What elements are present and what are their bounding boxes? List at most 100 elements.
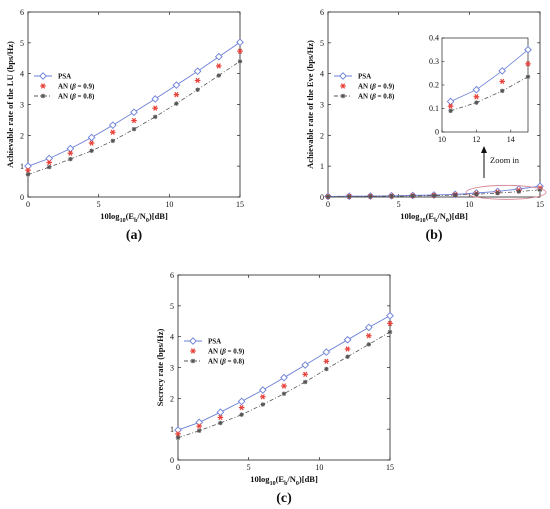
panel-a-ytick-label-3: 3 [20,101,24,110]
panel-a-series-0-point-7 [172,81,181,89]
panel-a-series-2-point-10 [237,59,243,64]
panel-a-series-2-point-5 [131,126,137,132]
panel-c-ytick-label-2: 2 [170,394,174,403]
panel-c-legend-marker-2 [190,358,196,364]
panel-a-series-2-point-3 [89,148,94,153]
panel-a-series-1-point-2 [67,150,74,156]
panel-b-ytick-label-4: 4 [320,70,324,79]
panel-c-series-0-point-7 [322,348,331,356]
panel-c-ytick-label-4: 4 [170,333,174,342]
panel-a-series-0-point-6 [151,95,160,103]
panel-b-legend-label-0: PSA [358,73,371,81]
panel-b-legend-label-1: AN (β = 0.9) [358,83,395,91]
panel-c-xtick-label-2: 10 [315,463,323,472]
panel-b-inset-xtick-label-2: 14 [507,135,515,144]
panel-a-series-2-point-6 [153,114,158,120]
panel-c-series-1-point-3 [238,404,245,411]
panel-c-series-0-point-4 [258,386,267,394]
panel-b-legend-label-2: AN (β = 0.8) [358,93,395,101]
panel-a-ylabel: Achievable rate of the LU (bps/Hz) [5,41,15,168]
panel-a-series-1-point-0 [25,167,31,173]
panel-a-series-1-point-3 [88,140,95,146]
panel-a-series-2-point-2 [68,156,73,162]
panel-b-inset-series-1-point-0 [447,103,454,109]
panel-b-legend: PSA AN (β = 0.9) AN (β = 0.8) [334,72,395,101]
panel-a-series-0-point-1 [45,154,54,163]
panel-b-zoom-ellipse [465,184,547,200]
panel-c-series-2-point-5 [281,391,287,396]
panel-b-series-2-point-2 [368,194,373,199]
panel-a-series-1-point-9 [216,63,222,69]
panel-a-series-2-point-4 [110,138,115,144]
panel-a-series-2-line [27,60,241,175]
panel-c-xtick-label-1: 5 [247,463,251,472]
panel-a-series-1-point-8 [194,77,201,84]
panel-a-series-2-point-7 [174,101,179,106]
panel-a-series-1-point-5 [131,117,137,124]
panel-c-series-0-point-9 [364,323,373,332]
panel-a-legend-label-0: PSA [58,73,71,81]
panel-a-xlabel: 10log10(Eb/N0)[dB] [100,211,168,224]
panel-c-series-1-point-4 [260,394,266,400]
panel-a-series-2-point-0 [25,172,31,177]
panel-b-inset-series-2-point-3 [525,74,531,79]
panel-b-series-2-point-5 [431,193,437,198]
panel-b-inset-xtick-label-0: 10 [438,135,446,144]
panel-a-series-0-point-5 [130,108,138,117]
panel-c-legend-label-2: AN (β = 0.8) [208,358,245,366]
panel-b-zoom-arrowhead [481,146,487,153]
panel-b-inset-series-1-point-1 [473,94,480,100]
panel-a-series-2-point-1 [47,164,52,170]
panel-a-xtick-label-3: 15 [236,200,244,209]
panel-a-legend-marker-0 [39,72,47,80]
panel-c-series-2-point-9 [366,342,371,347]
panel-c-series-0-point-3 [237,397,246,406]
panel-b-inset-ytick-label-1: 0.1 [429,104,439,113]
panel-a-series-0-point-3 [87,133,96,142]
panel-c-series-0-point-8 [343,335,352,344]
panel-c-frame [177,274,391,461]
panel-c-xtick-label-3: 15 [386,463,394,472]
panel-b-inset-series-1-point-2 [499,78,505,85]
panel-b-inset-frame [441,37,529,133]
panel-a-series-2-point-8 [195,87,200,92]
panel-c-series-0-point-0 [174,426,182,434]
panel-c-series-1-point-10 [387,320,393,327]
panel-b-inset-series-2-point-1 [474,100,479,105]
panel-a-series-1-point-1 [46,159,52,166]
panel-b-inset-series-0-point-0 [446,97,455,106]
panel-a-legend-marker-2 [40,93,46,99]
panel-c-series-1-point-1 [196,423,202,429]
panel-b-series-2-point-4 [410,193,415,199]
panel-a-xtick-label-2: 10 [165,200,173,209]
panel-b-inset-series-0-line [450,49,529,102]
panel-a-ytick-label-2: 2 [20,131,24,140]
panel-b-inset-series-2-point-2 [500,88,505,94]
panel-c-legend: PSA AN (β = 0.9) AN (β = 0.8) [184,337,245,366]
panel-b-xtick-label-2: 10 [465,200,473,209]
panel-a-frame [27,11,241,198]
panel-a-series-0-line [27,41,241,167]
panel-c-series-1-point-7 [323,358,330,365]
panel-c-series-0-point-6 [301,361,310,369]
panel-c-ylabel: Secrecy rate (bps/Hz) [155,328,165,406]
panel-b-inset-series-2-point-0 [448,108,453,114]
panel-c-series-1-point-0 [175,431,181,437]
panel-b-series-2-point-3 [389,193,394,199]
panel-b-caption: (b) [425,228,442,243]
panel-c-series-1-point-5 [281,383,287,389]
panel-a-series-1-point-10 [237,48,243,54]
panel-c-series-2-point-0 [175,435,181,440]
panel-c-series-1-point-8 [344,346,351,352]
panel-b-ytick-label-1: 1 [320,162,324,171]
panel-b-legend-marker-2 [340,93,346,99]
panel-c-legend-marker-1 [190,348,196,354]
panel-a-legend-label-1: AN (β = 0.9) [58,83,95,91]
panel-a-legend: PSA AN (β = 0.9) AN (β = 0.8) [34,72,95,101]
panel-a-ytick-label-4: 4 [20,70,24,79]
panel-b-series-2-point-9 [516,189,521,194]
panel-b-ytick-label-3: 3 [320,101,324,110]
panel-c-series-2-point-7 [324,366,329,372]
panel-c-series-0-line [177,315,391,431]
panel-a-ytick-label-5: 5 [20,39,24,48]
